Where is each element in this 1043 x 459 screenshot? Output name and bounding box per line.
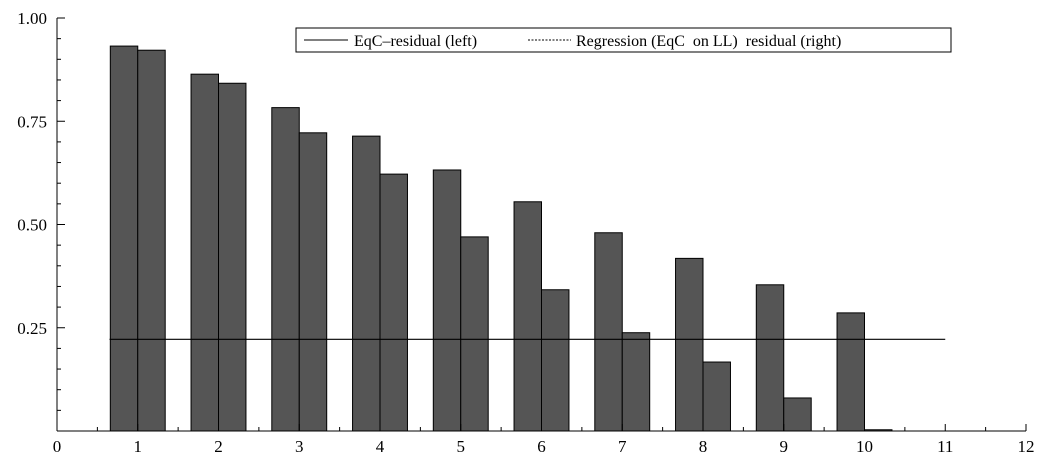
bar-series-1-x-4 (352, 135, 381, 432)
bar-series-1-x-2 (190, 73, 219, 432)
bar-series-2-x-8 (702, 361, 731, 432)
y-tick-label-0.50: 0.50 (17, 216, 47, 235)
legend-box (295, 27, 952, 53)
bar-series-2-x-4 (379, 173, 408, 432)
x-ticks: 0 1 2 3 4 5 6 7 8 9 10 11 12 (53, 424, 1035, 456)
y-tick-label-1.00: 1.00 (17, 9, 47, 28)
bar-series-1-x-9 (755, 284, 785, 432)
x-tick-label-6: 6 (537, 437, 546, 456)
bar-series-1-x-8 (675, 257, 704, 432)
x-tick-label-10: 10 (856, 437, 873, 456)
bar-series-2-x-7 (621, 332, 651, 432)
bar-series-2-x-9 (783, 397, 812, 432)
x-tick-label-8: 8 (699, 437, 708, 456)
bar-series-2-x-3 (298, 132, 328, 432)
bar-series-1-x-6 (513, 201, 542, 432)
legend: EqC–residual (left) Regression (EqC on L… (295, 27, 952, 53)
x-tick-label-11: 11 (937, 437, 953, 456)
x-tick-label-2: 2 (214, 437, 223, 456)
x-tick-label-9: 9 (780, 437, 789, 456)
bar-series-1-x-10 (836, 312, 865, 432)
bar-series-2-x-5 (460, 236, 489, 432)
x-tick-label-5: 5 (457, 437, 466, 456)
x-tick-label-7: 7 (618, 437, 627, 456)
x-tick-label-4: 4 (376, 437, 385, 456)
bar-series-2-x-1 (137, 49, 166, 432)
legend-label-series-2: Regression (EqC on LL) residual (right) (576, 33, 841, 50)
bars-layer (109, 45, 893, 432)
bar-series-1-x-7 (594, 232, 623, 432)
y-ticks: 0.25 0.50 0.75 1.00 (17, 9, 65, 411)
bar-series-1-x-5 (432, 169, 462, 432)
x-tick-label-1: 1 (134, 437, 143, 456)
bar-series-1-x-3 (271, 107, 300, 432)
bar-series-2-x-2 (218, 82, 247, 432)
y-tick-label-0.75: 0.75 (17, 112, 47, 131)
bar-series-2-x-6 (541, 289, 570, 432)
x-tick-label-3: 3 (295, 437, 304, 456)
y-tick-label-0.25: 0.25 (17, 319, 47, 338)
legend-label-series-1: EqC–residual (left) (354, 33, 477, 50)
x-tick-label-0: 0 (53, 437, 62, 456)
x-tick-label-12: 12 (1018, 437, 1035, 456)
bar-series-1-x-1 (109, 45, 139, 432)
